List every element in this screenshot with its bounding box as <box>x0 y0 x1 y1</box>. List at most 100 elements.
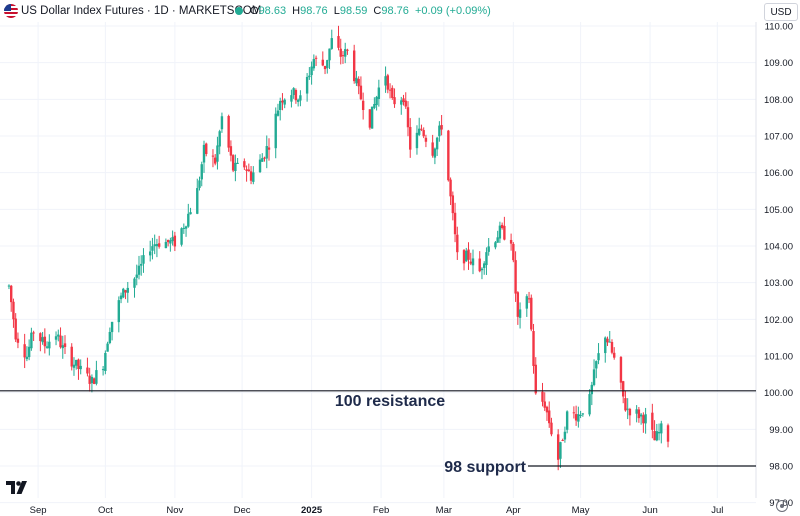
candle-body <box>339 48 342 57</box>
candle-body <box>104 352 107 372</box>
candle-body <box>550 422 553 435</box>
candle-body <box>391 87 394 98</box>
candle-body <box>196 188 199 214</box>
candle-body <box>164 241 168 249</box>
candle-body <box>532 331 535 366</box>
candle-body <box>261 158 264 162</box>
candle-body <box>126 287 129 293</box>
candle-body <box>613 352 616 358</box>
candle-body <box>592 369 596 385</box>
candle-body <box>101 369 105 371</box>
candle-body <box>516 292 520 317</box>
candle-body <box>478 258 481 272</box>
level-lines: 100 resistance 98 support <box>0 390 756 476</box>
candle-body <box>151 246 154 251</box>
candle-body <box>157 243 161 247</box>
candle-body <box>509 239 513 244</box>
candle-body <box>247 169 251 172</box>
candle-body <box>438 125 441 137</box>
x-tick-label: Dec <box>234 505 251 516</box>
x-tick-label: Nov <box>166 505 183 516</box>
candle-body <box>386 75 390 90</box>
candle-body <box>88 375 91 384</box>
candle-body <box>572 412 576 414</box>
us-flag-icon <box>4 4 18 18</box>
settings-gear-icon[interactable] <box>776 500 788 512</box>
candle-body <box>644 414 647 424</box>
candle-body <box>400 100 403 105</box>
candle-body <box>328 48 331 61</box>
candle-body <box>626 408 629 410</box>
candle-body <box>657 432 661 434</box>
candle-body <box>368 109 372 128</box>
y-tick-label: 103.00 <box>764 278 793 289</box>
candle-body <box>563 431 567 440</box>
candle-body <box>14 318 17 340</box>
candle-body <box>621 381 625 397</box>
open-value: 98.63 <box>258 5 287 17</box>
candle-body <box>352 50 356 82</box>
symbol-title[interactable]: US Dollar Index Futures · 1D · MARKETSCO… <box>21 5 262 17</box>
candle-body <box>330 38 333 49</box>
chart-header: US Dollar Index Futures · 1D · MARKETSCO… <box>0 0 800 22</box>
candle-body <box>281 100 284 103</box>
candle-body <box>182 227 186 229</box>
candle-body <box>556 434 560 460</box>
candle-body <box>500 224 504 229</box>
tradingview-logo-icon[interactable] <box>6 481 28 494</box>
candle-body <box>462 250 466 264</box>
candle-body <box>16 338 20 343</box>
candle-body <box>86 367 89 374</box>
candle-body <box>227 116 230 148</box>
candle-body <box>433 148 437 158</box>
candle-body <box>559 442 562 459</box>
candle-body <box>61 345 64 349</box>
x-tick-label: Mar <box>436 505 452 516</box>
candle-body <box>211 155 215 157</box>
candle-body <box>642 415 645 424</box>
y-tick-label: 102.00 <box>764 315 793 326</box>
candle-body <box>453 212 457 235</box>
candle-body <box>518 309 522 318</box>
candle-body <box>344 49 347 57</box>
candle-body <box>220 116 224 130</box>
low-value: 98.59 <box>339 5 368 17</box>
x-tick-label: May <box>572 505 590 516</box>
candle-body <box>95 370 98 384</box>
price-axis[interactable]: 97.0098.0099.00100.00101.00102.00103.001… <box>764 22 793 510</box>
candle-body <box>75 359 78 366</box>
y-tick-label: 108.00 <box>764 95 793 106</box>
time-axis[interactable]: Sep Oct Nov Dec 2025 Feb Mar Apr May Jun Jul <box>30 505 724 516</box>
candle-body <box>480 268 484 271</box>
candle-body <box>402 98 405 103</box>
candle-body <box>341 55 345 57</box>
candle-body <box>122 288 125 298</box>
candle-body <box>25 356 29 360</box>
candle-body <box>265 146 268 159</box>
candle-body <box>263 157 266 159</box>
candle-body <box>169 240 172 244</box>
candle-body <box>435 137 439 150</box>
candle-body <box>39 333 42 342</box>
candle-body <box>543 401 546 408</box>
candle-body <box>276 110 280 116</box>
candle-body <box>494 242 497 248</box>
candle-body <box>310 66 313 76</box>
x-tick-label: 2025 <box>301 505 323 516</box>
candle-body <box>503 225 506 240</box>
candle-body <box>606 338 609 343</box>
y-tick-label: 99.00 <box>769 425 793 436</box>
candle-body <box>77 359 80 369</box>
candle-body <box>243 161 246 168</box>
candle-body <box>361 100 365 110</box>
candle-body <box>422 130 425 137</box>
candle-body <box>30 332 33 349</box>
candle-body <box>258 159 262 173</box>
candle-body <box>245 169 248 171</box>
candle-body <box>229 146 233 156</box>
currency-button[interactable]: USD <box>764 3 798 21</box>
candle-body <box>639 414 643 417</box>
candle-body <box>635 409 638 414</box>
candle-body <box>218 131 221 147</box>
